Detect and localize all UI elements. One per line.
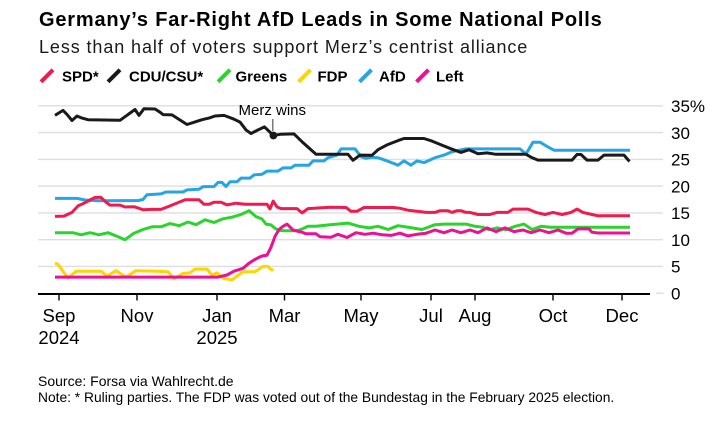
svg-text:FDP: FDP [318,69,348,86]
svg-text:Greens: Greens [236,69,288,86]
svg-text:Left: Left [436,69,464,86]
svg-text:SPD*: SPD* [62,69,99,86]
svg-text:AfD: AfD [379,69,406,86]
svg-text:May: May [344,305,380,326]
svg-text:30: 30 [671,124,690,143]
svg-text:Nov: Nov [121,305,155,326]
svg-text:35%: 35% [671,97,705,116]
svg-text:Dec: Dec [606,305,639,326]
svg-text:Oct: Oct [539,305,568,326]
svg-text:2025: 2025 [196,327,237,348]
svg-text:CDU/CSU*: CDU/CSU* [129,69,203,86]
svg-text:Mar: Mar [269,305,301,326]
svg-text:15: 15 [671,204,690,223]
svg-text:2024: 2024 [38,327,79,348]
svg-text:Merz wins: Merz wins [239,102,307,119]
svg-text:Sep: Sep [43,305,76,326]
svg-text:Jul: Jul [419,305,443,326]
svg-text:20: 20 [671,177,690,196]
svg-text:0: 0 [671,284,680,303]
svg-text:25: 25 [671,151,690,170]
svg-text:Aug: Aug [459,305,492,326]
svg-text:5: 5 [671,258,680,277]
svg-text:10: 10 [671,231,690,250]
svg-text:Jan: Jan [202,305,232,326]
